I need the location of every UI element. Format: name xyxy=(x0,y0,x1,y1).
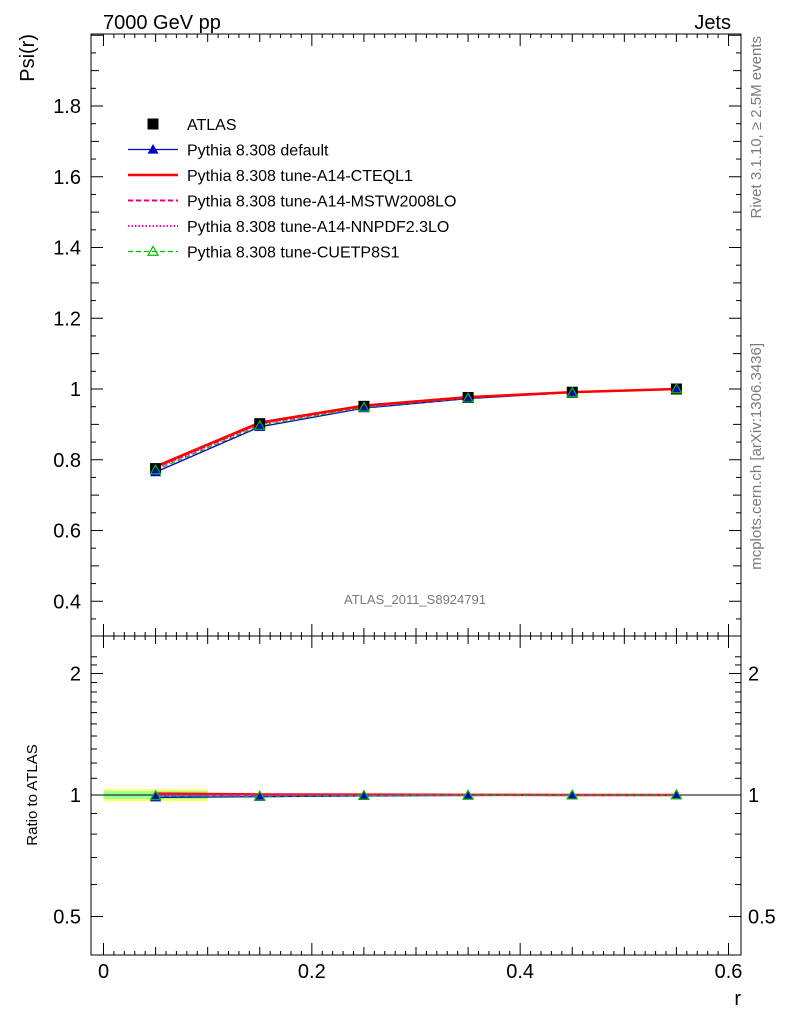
legend-marker-pythia-8-308-default xyxy=(147,144,159,154)
ratio-default-marker xyxy=(254,791,266,801)
cuetp8s1-marker xyxy=(253,419,266,431)
legend-marker-atlas xyxy=(147,118,159,130)
ratio-y-tick-label-right: 1 xyxy=(748,785,759,807)
main-y-tick-label: 0.4 xyxy=(53,591,81,613)
ratio-cuetp8s1-marker xyxy=(357,789,370,800)
ratio-default-marker xyxy=(670,789,682,800)
legend-label-pythia-8-308-default: Pythia 8.308 default xyxy=(187,143,329,160)
cuetp8s1-marker xyxy=(357,401,370,412)
x-tick-label: 0.6 xyxy=(715,961,743,983)
ratio-default-marker xyxy=(150,791,162,802)
ratio-cuetp8s1-marker xyxy=(462,789,475,800)
legend-label-pythia-8-308-tune-a14-cteql1: Pythia 8.308 tune-A14-CTEQL1 xyxy=(187,168,413,185)
ratio-cuetp8s1-marker xyxy=(253,790,266,801)
ratio-default-marker xyxy=(358,790,370,801)
axes-and-ticks: 0 0.2 0.4 0.6 0.4 0.6 0.8 1 1.2 1.4 1.6 1.8 0.5 0.5 1 1… xyxy=(53,33,776,983)
header-left-label: 7000 GeV pp xyxy=(103,12,221,34)
ratio-default-marker xyxy=(566,789,578,800)
main-line-pythia-8-308-tune-a14-cteql1 xyxy=(155,387,677,468)
ratio-y-tick-label: 2 xyxy=(70,664,81,686)
cuetp8s1-marker xyxy=(566,386,579,397)
ratio-cuetp8s1-marker xyxy=(670,788,683,800)
ratio-cuetp8s1-marker xyxy=(149,789,162,801)
series-lines xyxy=(155,387,677,798)
main-y-tick-label: 1.8 xyxy=(53,96,81,118)
default-marker xyxy=(254,421,266,431)
default-marker xyxy=(566,387,578,397)
legend-label-pythia-8-308-tune-cuetp8s1: Pythia 8.308 tune-CUETP8S1 xyxy=(187,245,400,262)
legend: ATLAS Pythia 8.308 default Pythia 8.308 tu… xyxy=(128,117,456,262)
analysis-watermark: ATLAS_2011_S8924791 xyxy=(344,592,486,607)
main-y-tick-label: 0.8 xyxy=(53,450,81,472)
ratio-y-tick-label: 0.5 xyxy=(53,907,81,929)
x-axis-label: r xyxy=(734,988,741,1010)
ratio-y-tick-label: 1 xyxy=(70,785,81,807)
header-right-label: Jets xyxy=(694,12,731,34)
default-marker xyxy=(670,383,682,394)
legend-label-atlas: ATLAS xyxy=(187,117,237,134)
x-tick-label: 0.4 xyxy=(506,961,534,983)
rivet-info-label: Rivet 3.1.10, ≥ 2.5M events xyxy=(748,36,765,219)
default-marker xyxy=(462,393,474,403)
main-y-axis-label: Psi(r) xyxy=(17,34,39,82)
ratio-default-marker xyxy=(462,790,474,800)
cuetp8s1-marker xyxy=(149,463,162,475)
cuetp8s1-marker xyxy=(670,382,683,394)
main-y-tick-label: 0.6 xyxy=(53,521,81,543)
ratio-cuetp8s1-marker xyxy=(566,788,579,800)
series-markers xyxy=(149,382,683,802)
legend-label-pythia-8-308-tune-a14-mstw2008lo: Pythia 8.308 tune-A14-MSTW2008LO xyxy=(187,194,456,211)
ratio-y-tick-label-right: 2 xyxy=(748,664,759,686)
main-y-tick-label: 1.2 xyxy=(53,308,81,330)
legend-marker-pythia-8-308-tune-cuetp8s1 xyxy=(146,245,160,256)
main-y-tick-label: 1 xyxy=(70,379,81,401)
default-marker xyxy=(358,402,370,413)
x-tick-label: 0.2 xyxy=(298,961,326,983)
ratio-line-pythia-8-308-tune-cuetp8s1 xyxy=(155,794,677,797)
cuetp8s1-marker xyxy=(462,391,475,403)
main-y-tick-label: 1.6 xyxy=(53,167,81,189)
main-y-tick-label: 1.4 xyxy=(53,238,81,260)
x-tick-label: 0 xyxy=(98,961,109,983)
ratio-y-tick-label-right: 0.5 xyxy=(748,907,776,929)
mcplots-reference-label: mcplots.cern.ch [arXiv:1306.3436] xyxy=(748,343,765,570)
ratio-y-axis-label: Ratio to ATLAS xyxy=(24,744,41,845)
legend-label-pythia-8-308-tune-a14-nnpdf2-3lo: Pythia 8.308 tune-A14-NNPDF2.3LO xyxy=(187,219,449,236)
